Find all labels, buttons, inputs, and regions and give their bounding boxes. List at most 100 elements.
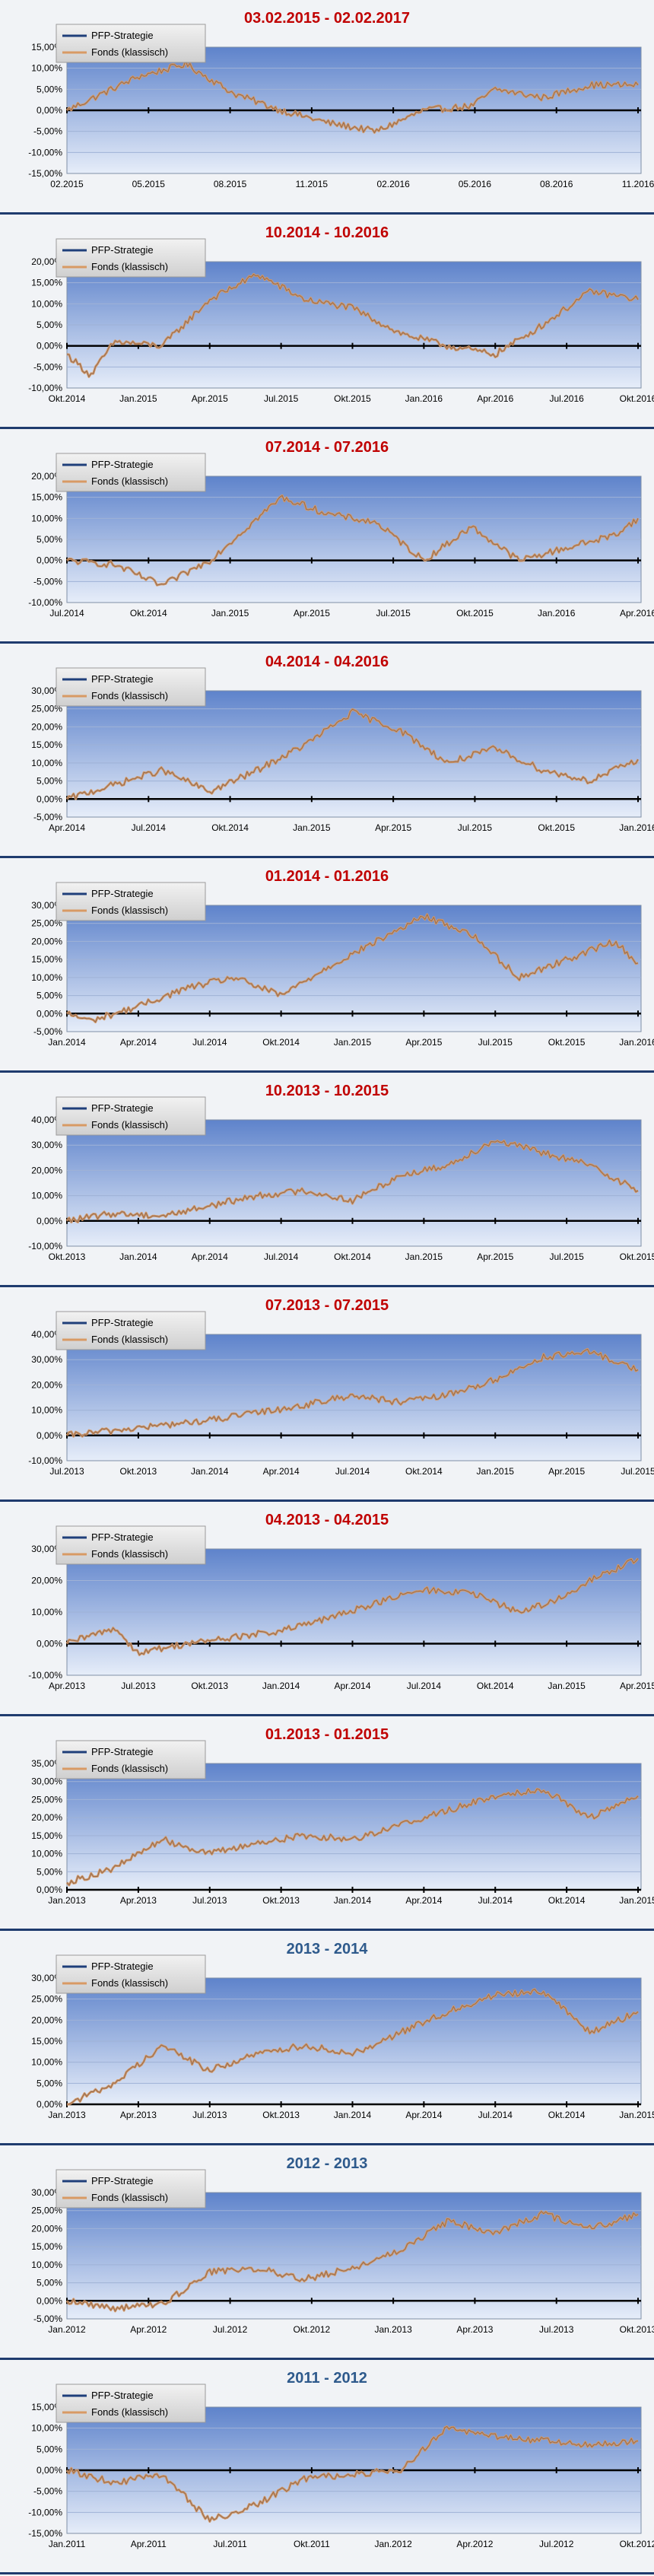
- y-tick-label: 30,00%: [31, 2187, 62, 2198]
- x-tick-label: Apr.2013: [120, 1895, 157, 1906]
- y-tick-label: 15,00%: [31, 954, 62, 965]
- y-tick-label: 25,00%: [31, 704, 62, 714]
- x-tick-label: Jan.2012: [374, 2539, 412, 2549]
- series-line-pfp: [66, 1348, 639, 1437]
- x-tick-label: Apr.2015: [548, 1466, 585, 1477]
- plot-area: [66, 2192, 642, 2320]
- x-tick-label: Jul.2014: [49, 608, 84, 619]
- y-tick-label: 20,00%: [31, 1379, 62, 1390]
- y-tick-label: 0,00%: [37, 2099, 62, 2110]
- y-tick-label: 0,00%: [37, 2295, 62, 2306]
- y-tick-label: -10,00%: [28, 1455, 62, 1466]
- y-tick-label: -15,00%: [28, 168, 62, 179]
- x-tick-label: Jan.2014: [119, 1251, 157, 1262]
- x-tick-label: Apr.2014: [405, 1895, 442, 1906]
- legend-box: [56, 1954, 206, 1994]
- chart-title: 10.2013 - 10.2015: [265, 1083, 389, 1099]
- chart-svg: 04.2014 - 04.2016 30,00% 25,00% 20,00% 15,00…: [31, 654, 654, 833]
- x-tick-label: Apr.2016: [620, 608, 654, 619]
- y-tick-label: 0,00%: [37, 555, 62, 566]
- legend-box: [56, 1096, 206, 1136]
- series-line-pfp: [66, 1558, 639, 1655]
- legend-label: PFP-Strategie: [91, 244, 154, 256]
- legend-label: PFP-Strategie: [91, 888, 154, 899]
- x-tick-label: 11.2015: [296, 179, 329, 189]
- y-tick-label: -5,00%: [33, 361, 62, 372]
- y-tick-label: 5,00%: [37, 84, 62, 94]
- series-line-pfp: [66, 2211, 639, 2312]
- legend-label: PFP-Strategie: [91, 2390, 154, 2401]
- chart-svg: 04.2013 - 04.2015 30,00% 20,00% 10,00% 0,00%…: [28, 1512, 654, 1691]
- x-tick-label: Jul.2013: [49, 1466, 84, 1477]
- chart-panel: 03.02.2015 - 02.02.2017 15,00% 10,00% 5,00%…: [0, 0, 654, 215]
- y-tick-label: 20,00%: [31, 2223, 62, 2234]
- legend-label: Fonds (klassisch): [91, 1763, 168, 1774]
- y-tick-label: 5,00%: [37, 991, 62, 1001]
- legend-label: Fonds (klassisch): [91, 261, 168, 272]
- x-tick-label: Jul.2014: [478, 1895, 513, 1906]
- chart-title: 2011 - 2012: [287, 2370, 367, 2387]
- x-tick-label: Jul.2015: [264, 393, 299, 404]
- chart-svg: 07.2013 - 07.2015 40,00% 30,00% 20,00% 10,00…: [28, 1297, 654, 1477]
- y-tick-label: 20,00%: [31, 2015, 62, 2025]
- x-tick-label: Apr.2015: [294, 608, 330, 619]
- x-tick-label: Jan.2013: [374, 2324, 412, 2335]
- legend-box: [56, 2384, 206, 2423]
- x-tick-label: 05.2015: [132, 179, 166, 189]
- legend-label: Fonds (klassisch): [91, 1977, 168, 1989]
- x-tick-label: Apr.2015: [620, 1681, 654, 1691]
- chart-svg: 03.02.2015 - 02.02.2017 15,00% 10,00% 5,00%…: [28, 10, 654, 189]
- x-tick-label: Apr.2013: [49, 1681, 85, 1691]
- x-tick-label: Jan.2016: [538, 608, 576, 619]
- series-line-pfp: [66, 274, 639, 377]
- y-tick-label: 30,00%: [31, 1354, 62, 1365]
- legend-label: Fonds (klassisch): [91, 1334, 168, 1345]
- y-tick-label: 25,00%: [31, 918, 62, 929]
- x-tick-label: Okt.2014: [334, 1251, 371, 1262]
- y-tick-label: 0,00%: [37, 2465, 62, 2476]
- legend-label: PFP-Strategie: [91, 30, 154, 41]
- x-tick-label: Okt.2013: [191, 1681, 228, 1691]
- x-tick-label: Jan.2016: [619, 822, 654, 833]
- x-tick-label: Jan.2015: [548, 1681, 586, 1691]
- y-tick-label: 10,00%: [31, 2423, 62, 2434]
- legend-box: [56, 24, 206, 63]
- x-tick-label: 02.2016: [376, 179, 410, 189]
- x-tick-label: 11.2016: [622, 179, 654, 189]
- x-tick-label: Jul.2014: [478, 2110, 513, 2120]
- legend-box: [56, 882, 206, 921]
- x-tick-label: Jul.2014: [192, 1037, 227, 1048]
- y-tick-label: 15,00%: [31, 2036, 62, 2046]
- y-tick-label: -10,00%: [28, 2507, 62, 2517]
- x-tick-label: Apr.2013: [456, 2324, 493, 2335]
- legend-label: Fonds (klassisch): [91, 905, 168, 916]
- legend-box: [56, 1525, 206, 1565]
- chart-title: 07.2014 - 07.2016: [265, 439, 389, 456]
- y-tick-label: -10,00%: [28, 383, 62, 393]
- x-tick-label: Apr.2016: [477, 393, 513, 404]
- x-tick-label: Okt.2015: [456, 608, 494, 619]
- y-tick-label: 15,00%: [31, 1830, 62, 1841]
- chart-panel: 07.2013 - 07.2015 40,00% 30,00% 20,00% 10,00…: [0, 1287, 654, 1502]
- x-tick-label: 02.2015: [50, 179, 84, 189]
- y-tick-label: 5,00%: [37, 2444, 62, 2454]
- legend-box: [56, 1740, 206, 1779]
- y-tick-label: 30,00%: [31, 1973, 62, 1983]
- x-tick-label: Jan.2014: [262, 1681, 300, 1691]
- y-tick-label: 5,00%: [37, 2278, 62, 2288]
- series-line-pfp: [66, 1140, 639, 1223]
- y-tick-label: 30,00%: [31, 1776, 62, 1787]
- x-tick-label: Apr.2014: [334, 1681, 370, 1691]
- legend-label: PFP-Strategie: [91, 1317, 154, 1328]
- y-tick-label: 30,00%: [31, 900, 62, 911]
- chart-panel: 07.2014 - 07.2016 20,00% 15,00% 10,00% 5,00%…: [0, 429, 654, 644]
- x-tick-label: Okt.2013: [49, 1251, 86, 1262]
- x-tick-label: Jul.2015: [458, 822, 493, 833]
- x-tick-label: Jul.2012: [213, 2324, 248, 2335]
- chart-title: 01.2014 - 01.2016: [265, 868, 389, 885]
- y-tick-label: -10,00%: [28, 1241, 62, 1251]
- x-tick-label: Jul.2015: [621, 1466, 654, 1477]
- x-tick-label: Jul.2011: [213, 2539, 247, 2549]
- y-tick-label: 0,00%: [37, 1216, 62, 1226]
- x-tick-label: Apr.2015: [375, 822, 411, 833]
